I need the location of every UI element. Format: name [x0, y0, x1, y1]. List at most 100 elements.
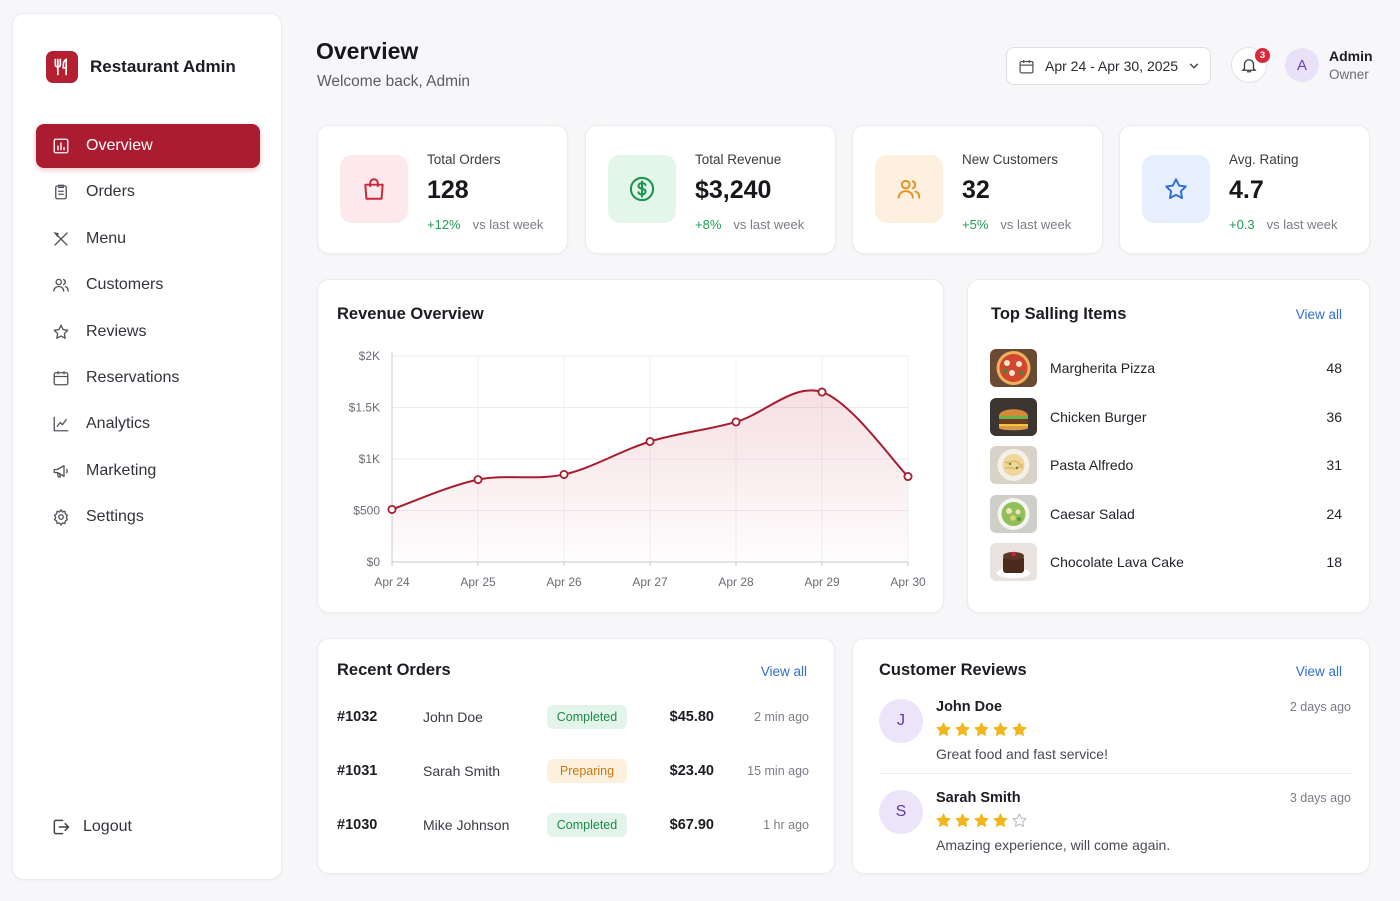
sidebar-item-settings[interactable]: Settings: [36, 495, 260, 539]
reviewer-name: John Doe: [936, 699, 1003, 715]
sidebar-item-orders[interactable]: Orders: [36, 170, 260, 214]
chart-bar-icon: [51, 136, 71, 156]
order-status-badge: Completed: [547, 813, 627, 837]
order-id: #1030: [337, 817, 378, 833]
reviewer-avatar: J: [879, 699, 923, 743]
order-row[interactable]: #1031 Sarah Smith Preparing $23.40 15 min ag…: [337, 756, 809, 786]
star-filled-icon: [954, 812, 971, 829]
user-role: Owner: [1329, 67, 1369, 82]
utensils-icon: [51, 229, 71, 249]
rating-stars: [935, 721, 1028, 738]
review-divider: [879, 773, 1351, 774]
top-selling-items-card: Top Salling Items View all Margherita Pi…: [967, 279, 1370, 613]
calendar-icon: [51, 368, 71, 388]
star-filled-icon: [973, 721, 990, 738]
revenue-point: [559, 469, 569, 479]
clipboard-icon: [51, 182, 71, 202]
review-time: 3 days ago: [1289, 791, 1351, 805]
top-items-title: Top Salling Items: [991, 305, 1127, 323]
logout-button[interactable]: Logout: [51, 817, 132, 837]
bell-icon: [1240, 56, 1258, 74]
top-item-name: Chicken Burger: [1050, 408, 1147, 425]
sidebar-item-label: Marketing: [86, 461, 157, 479]
logout-label: Logout: [83, 818, 132, 835]
sidebar-item-reservations[interactable]: Reservations: [36, 356, 260, 400]
stat-delta: +8% vs last week: [695, 217, 804, 232]
orders-view-all-link[interactable]: View all: [760, 664, 807, 679]
order-customer: Mike Johnson: [423, 817, 510, 833]
top-item-name: Chocolate Lava Cake: [1050, 554, 1184, 570]
stat-delta-value: +0.3: [1229, 217, 1255, 232]
user-avatar[interactable]: A: [1285, 48, 1319, 82]
date-range-picker[interactable]: Apr 24 - Apr 30, 2025: [1006, 47, 1211, 85]
sidebar-item-menu[interactable]: Menu: [36, 217, 260, 261]
sidebar-item-label: Customers: [86, 276, 164, 294]
top-item-row[interactable]: Chocolate Lava Cake 18: [990, 542, 1342, 582]
sidebar-item-customers[interactable]: Customers: [36, 263, 260, 307]
top-item-name: Pasta Alfredo: [1050, 457, 1134, 473]
revenue-point: [817, 387, 827, 397]
x-tick-label: Apr 26: [546, 575, 582, 589]
shopping-bag-icon: [340, 155, 408, 223]
sidebar: Restaurant Admin Overview Orders Menu Custo…: [12, 13, 282, 880]
order-customer: Sarah Smith: [423, 763, 501, 779]
top-item-row[interactable]: Caesar Salad 24: [990, 494, 1342, 534]
sidebar-item-label: Settings: [86, 508, 144, 526]
sidebar-item-label: Orders: [86, 183, 135, 201]
sidebar-item-reviews[interactable]: Reviews: [36, 310, 260, 354]
x-tick-label: Apr 29: [804, 575, 840, 589]
star-filled-icon: [935, 812, 952, 829]
reviews-view-all-link[interactable]: View all: [1295, 664, 1342, 679]
revenue-point: [645, 436, 655, 446]
salad-image: [990, 494, 1037, 533]
stat-value: 32: [962, 176, 990, 204]
stat-label: New Customers: [962, 152, 1059, 167]
notification-badge: 3: [1255, 48, 1270, 63]
x-tick-label: Apr 28: [718, 575, 754, 589]
star-filled-icon: [935, 721, 952, 738]
stat-label: Total Revenue: [695, 152, 782, 167]
star-filled-icon: [992, 812, 1009, 829]
page-title: Overview: [316, 38, 419, 64]
sidebar-item-overview[interactable]: Overview: [36, 124, 260, 168]
stat-card-new-customers: New Customers 32 +5% vs last week: [852, 125, 1103, 254]
pasta-image: [990, 446, 1037, 484]
top-items-view-all-link[interactable]: View all: [1295, 307, 1342, 322]
star-icon: [51, 322, 71, 342]
customer-reviews-title: Customer Reviews: [879, 661, 1027, 679]
stat-value: 4.7: [1229, 176, 1264, 204]
sidebar-nav: Overview Orders Menu Customers Reviews Reserv…: [36, 124, 260, 542]
order-time: 1 hr ago: [763, 818, 809, 832]
pizza-image: [990, 349, 1037, 387]
rating-stars: [935, 812, 1028, 829]
customer-reviews-card: Customer Reviews View all J John Doe 2 day…: [852, 638, 1370, 874]
review-text: Amazing experience, will come again.: [936, 837, 1171, 853]
stat-delta: +12% vs last week: [427, 217, 543, 232]
y-tick-label: $2K: [359, 349, 380, 363]
stat-card-total-revenue: Total Revenue $3,240 +8% vs last week: [585, 125, 836, 254]
x-tick-label: Apr 25: [460, 575, 496, 589]
y-tick-label: $1K: [359, 452, 380, 466]
sidebar-item-label: Menu: [86, 229, 127, 247]
order-id: #1031: [337, 763, 378, 779]
line-chart-icon: [51, 414, 71, 434]
reviewer-avatar: S: [879, 790, 923, 834]
star-icon: [1142, 155, 1210, 223]
stat-compare-label: vs last week: [472, 217, 544, 232]
star-filled-icon: [992, 721, 1009, 738]
top-item-row[interactable]: Chicken Burger 36: [990, 397, 1342, 437]
sidebar-item-analytics[interactable]: Analytics: [36, 402, 260, 446]
top-item-row[interactable]: Margherita Pizza 48: [990, 348, 1342, 388]
top-item-row[interactable]: Pasta Alfredo 31: [990, 445, 1342, 485]
order-row[interactable]: #1030 Mike Johnson Completed $67.90 1 hr ago: [337, 810, 809, 840]
users-icon: [875, 155, 943, 223]
sidebar-item-marketing[interactable]: Marketing: [36, 449, 260, 493]
review-text: Great food and fast service!: [936, 746, 1108, 762]
sidebar-item-label: Overview: [86, 137, 153, 154]
order-row[interactable]: #1032 John Doe Completed $45.80 2 min ago: [337, 702, 809, 732]
page-subtitle: Welcome back, Admin: [317, 73, 471, 90]
brand[interactable]: Restaurant Admin: [46, 51, 236, 83]
review-item: S Sarah Smith 3 days ago Amazing experience…: [879, 790, 1351, 860]
order-customer: John Doe: [423, 709, 483, 725]
order-amount: $67.90: [669, 817, 714, 833]
